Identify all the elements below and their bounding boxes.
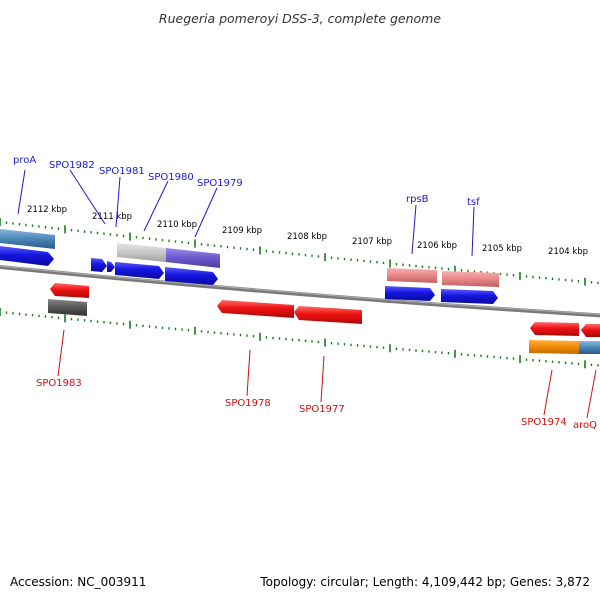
gene-label-tsf[interactable]: tsf: [467, 197, 480, 208]
leader-SPO1980: [143, 180, 169, 232]
gene-feature-SPO1979[interactable]: [165, 267, 218, 285]
gene-label-rpsB[interactable]: rpsB: [406, 194, 429, 205]
leader-rpsB: [411, 204, 417, 255]
leader-SPO1983: [57, 329, 65, 377]
gene-feature-SPO1983[interactable]: [50, 283, 89, 298]
gene-feature-SPO1981[interactable]: [107, 261, 115, 272]
leader-SPO1974: [543, 369, 553, 416]
leader-SPO1979: [194, 187, 218, 238]
gene-feature-purple-block[interactable]: [166, 248, 220, 268]
leader-SPO1981: [115, 176, 121, 228]
map-title: Ruegeria pomeroyi DSS-3, complete genome: [159, 11, 441, 26]
gene-feature-salmon-2[interactable]: [442, 271, 499, 287]
gene-feature-steel-block-2[interactable]: [579, 341, 600, 354]
gene-feature-dark-block[interactable]: [48, 299, 87, 316]
genome-backbone-highlight: [0, 265, 600, 315]
lower-scale-ticks: [0, 308, 599, 369]
gene-feature-rpsB[interactable]: [385, 286, 435, 301]
gene-label-SPO1979[interactable]: SPO1979: [197, 178, 243, 189]
scale-label: 2109 kbp: [222, 226, 262, 236]
scale-label: 2105 kbp: [482, 244, 522, 254]
gene-label-SPO1974[interactable]: SPO1974: [521, 417, 567, 428]
gene-label-SPO1978[interactable]: SPO1978: [225, 398, 271, 409]
leader-SPO1978: [246, 349, 251, 397]
gene-label-aroQ[interactable]: aroQ: [573, 420, 597, 431]
gene-feature-SPO1974[interactable]: [530, 322, 579, 336]
genome-backbone: [0, 264, 600, 318]
scale-label: 2104 kbp: [548, 247, 588, 257]
gene-feature-SPO1982[interactable]: [91, 258, 107, 272]
gene-label-proA[interactable]: proA: [13, 155, 36, 166]
scale-label: 2107 kbp: [352, 237, 392, 247]
gene-feature-SPO1980[interactable]: [115, 262, 164, 279]
gene-label-SPO1980[interactable]: SPO1980: [148, 172, 194, 183]
leader-SPO1977: [320, 355, 325, 403]
scale-label: 2111 kbp: [92, 212, 132, 222]
gene-feature-tsf[interactable]: [441, 289, 498, 304]
scale-label: 2110 kbp: [157, 220, 197, 230]
gene-label-SPO1982[interactable]: SPO1982: [49, 160, 95, 171]
scale-label: 2108 kbp: [287, 232, 327, 242]
gene-feature-salmon-1[interactable]: [387, 268, 437, 283]
scale-label: 2106 kbp: [417, 241, 457, 251]
topology-summary-text: Topology: circular; Length: 4,109,442 bp…: [259, 575, 590, 589]
gene-feature-orange-block[interactable]: [529, 340, 579, 354]
accession-text: Accession: NC_003911: [10, 575, 146, 589]
gene-feature-proA[interactable]: [0, 229, 55, 249]
gene-label-SPO1977[interactable]: SPO1977: [299, 404, 345, 415]
gene-feature-gray-block[interactable]: [117, 243, 166, 262]
scale-label: 2112 kbp: [27, 205, 67, 215]
leader-aroQ: [586, 369, 597, 419]
leader-tsf: [471, 206, 475, 257]
leader-SPO1982: [69, 169, 106, 225]
gene-label-SPO1981[interactable]: SPO1981: [99, 166, 145, 177]
gene-label-SPO1983[interactable]: SPO1983: [36, 378, 82, 389]
gene-feature-SPO1978[interactable]: [217, 300, 294, 318]
gene-feature-SPO1983-upper[interactable]: [0, 246, 54, 266]
leader-proA: [17, 169, 26, 215]
gene-feature-aroQ[interactable]: [581, 324, 600, 337]
gene-feature-SPO1977[interactable]: [294, 306, 362, 324]
upper-scale-ticks: [0, 218, 599, 286]
